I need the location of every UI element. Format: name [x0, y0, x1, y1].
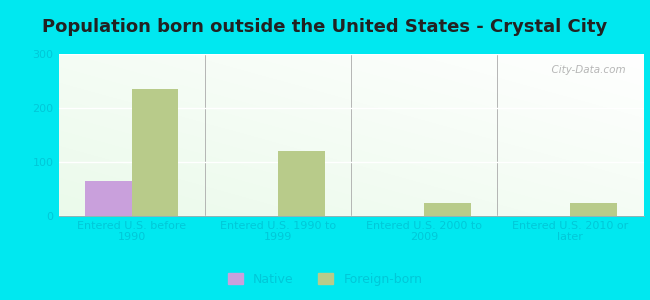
Bar	[571, 202, 617, 216]
Bar	[424, 202, 471, 216]
Text: Population born outside the United States - Crystal City: Population born outside the United State…	[42, 18, 608, 36]
Bar	[84, 181, 131, 216]
Legend: Native, Foreign-born: Native, Foreign-born	[223, 268, 427, 291]
Bar	[278, 151, 324, 216]
Text: City-Data.com: City-Data.com	[545, 65, 626, 75]
Bar	[131, 89, 178, 216]
